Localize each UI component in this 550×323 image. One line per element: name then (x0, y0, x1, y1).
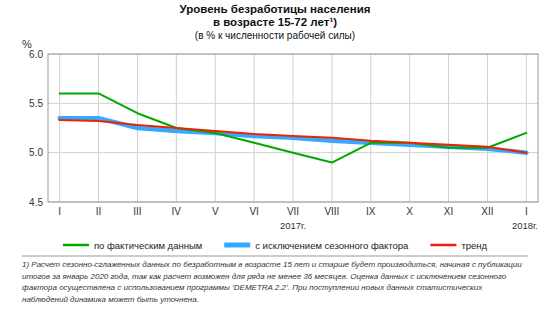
grid-line-x (254, 54, 255, 202)
annotation: 2018г. (512, 220, 538, 231)
legend-label: по фактическим данным (94, 240, 202, 251)
legend-label: тренд (461, 240, 487, 251)
footnote: итогов за январь 2020 года, так как расч… (22, 272, 507, 281)
x-tick-label: XI (444, 206, 453, 217)
footnote: фактора осуществлена с использованием пр… (22, 283, 483, 292)
legend-swatch (63, 244, 89, 247)
legend-swatch (430, 244, 456, 247)
legend-label: с исключением сезонного фактора (255, 240, 409, 251)
grid-line-x (409, 54, 410, 202)
legend-item: с исключением сезонного фактора (224, 240, 409, 251)
grid-line-x (331, 54, 332, 202)
grid (48, 54, 538, 202)
x-tick-label: III (133, 206, 141, 217)
series-lines (60, 93, 527, 162)
legend-item: по фактическим данным (63, 240, 202, 251)
series-line (60, 93, 527, 162)
series-line (60, 120, 527, 153)
x-tick-label: VII (287, 206, 299, 217)
x-tick-label: I (58, 206, 61, 217)
chart: Уровень безработицы населенияв возрасте … (0, 0, 550, 323)
grid-line-x (215, 54, 216, 202)
grid-line-x (370, 54, 371, 202)
x-tick-label: IV (172, 206, 182, 217)
x-tick-label: XII (481, 206, 493, 217)
grid-line-x (98, 54, 99, 202)
subtitle: (в % к численности рабочей силы) (195, 30, 355, 41)
y-tick-label: 6.0 (29, 49, 43, 60)
grid-line-x (293, 54, 294, 202)
grid-line-x (487, 54, 488, 202)
legend: по фактическим данным с исключением сезон… (63, 240, 488, 251)
x-tick-label: I (525, 206, 528, 217)
y-tick-label: 5.5 (29, 98, 43, 109)
x-tick-label: II (96, 206, 102, 217)
title: Уровень безработицы населения (180, 3, 371, 15)
x-tick-label: IX (366, 206, 376, 217)
x-tick-label: VIII (324, 206, 339, 217)
grid-line-x (448, 54, 449, 202)
grid-line-x (59, 54, 60, 202)
x-tick-label: X (406, 206, 413, 217)
x-tick-label: V (212, 206, 219, 217)
y-tick-label: 4.5 (29, 197, 43, 208)
title: в возрасте 15-72 лет¹) (213, 16, 337, 28)
footnote: наблюдений динамика может быть уточнена. (22, 295, 199, 304)
legend-item: тренд (430, 240, 487, 251)
x-tick-label: VI (249, 206, 258, 217)
footnote: 1) Расчет сезонно-сглаженных данных по б… (22, 260, 522, 269)
plot-frame (48, 54, 538, 202)
annotation: 2017г. (280, 220, 306, 231)
y-tick-label: 5.0 (29, 147, 43, 158)
footnote-divider (22, 256, 528, 257)
legend-swatch (224, 243, 250, 248)
grid-line-x (526, 54, 527, 202)
